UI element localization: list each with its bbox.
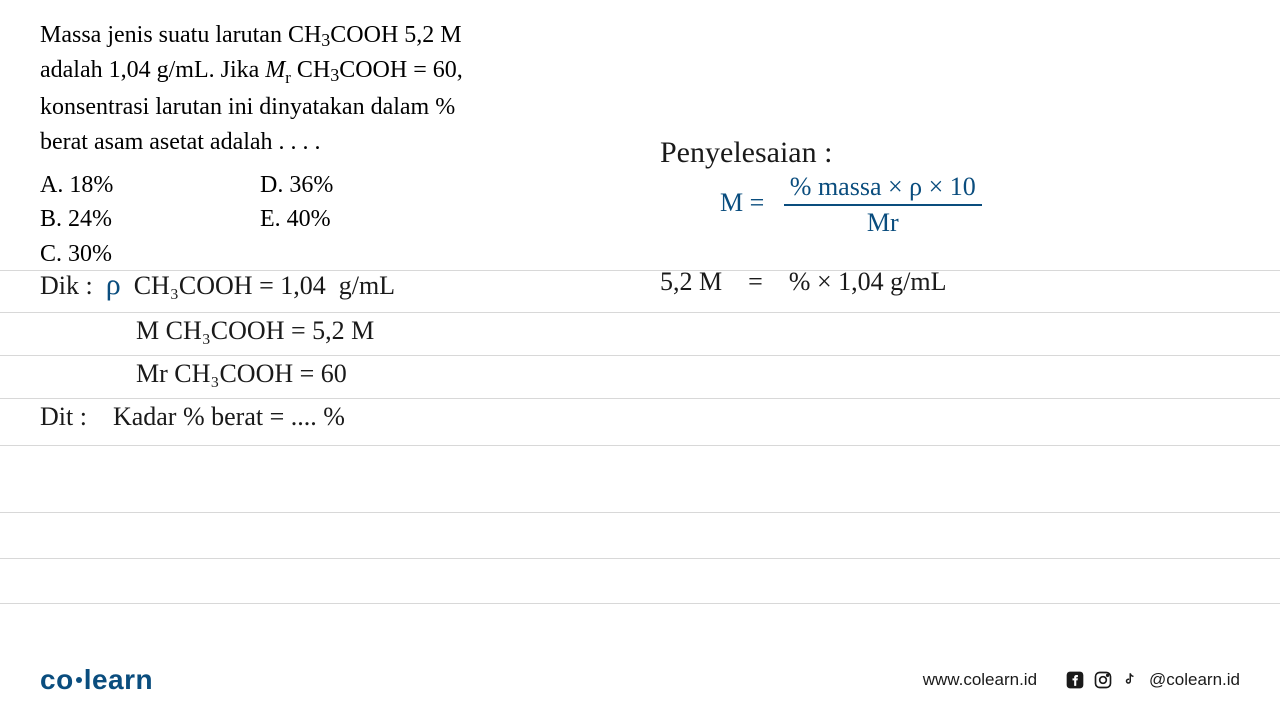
logo-left: co bbox=[40, 664, 74, 695]
footer-url: www.colearn.id bbox=[923, 670, 1037, 690]
calc-lhs: 5,2 M bbox=[660, 267, 722, 296]
option-e: E. 40% bbox=[260, 202, 460, 237]
dik-m: M CH₃COOH = 5,2 M bbox=[136, 316, 374, 345]
formula-m: M = bbox=[720, 188, 764, 217]
option-b: B. 24% bbox=[40, 202, 260, 237]
tiktok-icon bbox=[1121, 670, 1141, 690]
option-d: D. 36% bbox=[260, 168, 460, 203]
formula-block: M = % massa × ρ × 10 Mr bbox=[720, 172, 982, 238]
q-mr: M bbox=[265, 57, 285, 83]
solution-title: Penyelesaian : bbox=[660, 130, 832, 175]
calc-eq: = bbox=[748, 267, 763, 296]
question-text: Massa jenis suatu larutan CH3COOH 5,2 M … bbox=[40, 18, 600, 160]
calc-rhs: % × 1,04 g/mL bbox=[789, 267, 947, 296]
answer-options: A. 18% D. 36% B. 24% E. 40% C. 30% bbox=[40, 168, 1240, 272]
q-line2b: CH bbox=[291, 57, 330, 83]
facebook-icon bbox=[1065, 670, 1085, 690]
given-block: Dik : ρ CH₃COOH = 1,04 g/mL M CH₃COOH = … bbox=[40, 262, 395, 440]
dit-label: Dit : bbox=[40, 402, 87, 431]
peny-title: Penyelesaian : bbox=[660, 136, 832, 169]
q-line2c: COOH = 60, bbox=[339, 57, 463, 83]
q-line2a: adalah 1,04 g/mL. Jika bbox=[40, 57, 265, 83]
q-line4: berat asam asetat adalah . . . . bbox=[40, 129, 321, 155]
q-line1b: COOH 5,2 M bbox=[330, 22, 461, 48]
q-line1a: Massa jenis suatu larutan CH bbox=[40, 22, 321, 48]
formula-denominator: Mr bbox=[784, 206, 982, 238]
q-line3: konsentrasi larutan ini dinyatakan dalam… bbox=[40, 94, 455, 120]
dit-text: Kadar % berat = .... % bbox=[113, 402, 345, 431]
instagram-icon bbox=[1093, 670, 1113, 690]
footer-handle: @colearn.id bbox=[1149, 670, 1240, 690]
option-a: A. 18% bbox=[40, 168, 260, 203]
social-icons: @colearn.id bbox=[1065, 670, 1240, 690]
logo-right: learn bbox=[84, 664, 153, 695]
dik-rho: CH₃COOH = 1,04 g/mL bbox=[134, 271, 395, 300]
dik-mr: Mr CH₃COOH = 60 bbox=[136, 359, 347, 388]
formula-numerator: % massa × ρ × 10 bbox=[784, 172, 982, 206]
footer: colearn www.colearn.id @colearn.id bbox=[0, 664, 1280, 696]
dik-label: Dik : bbox=[40, 271, 93, 300]
logo: colearn bbox=[40, 664, 153, 696]
calculation-block: 5,2 M = % × 1,04 g/mL bbox=[660, 262, 946, 301]
